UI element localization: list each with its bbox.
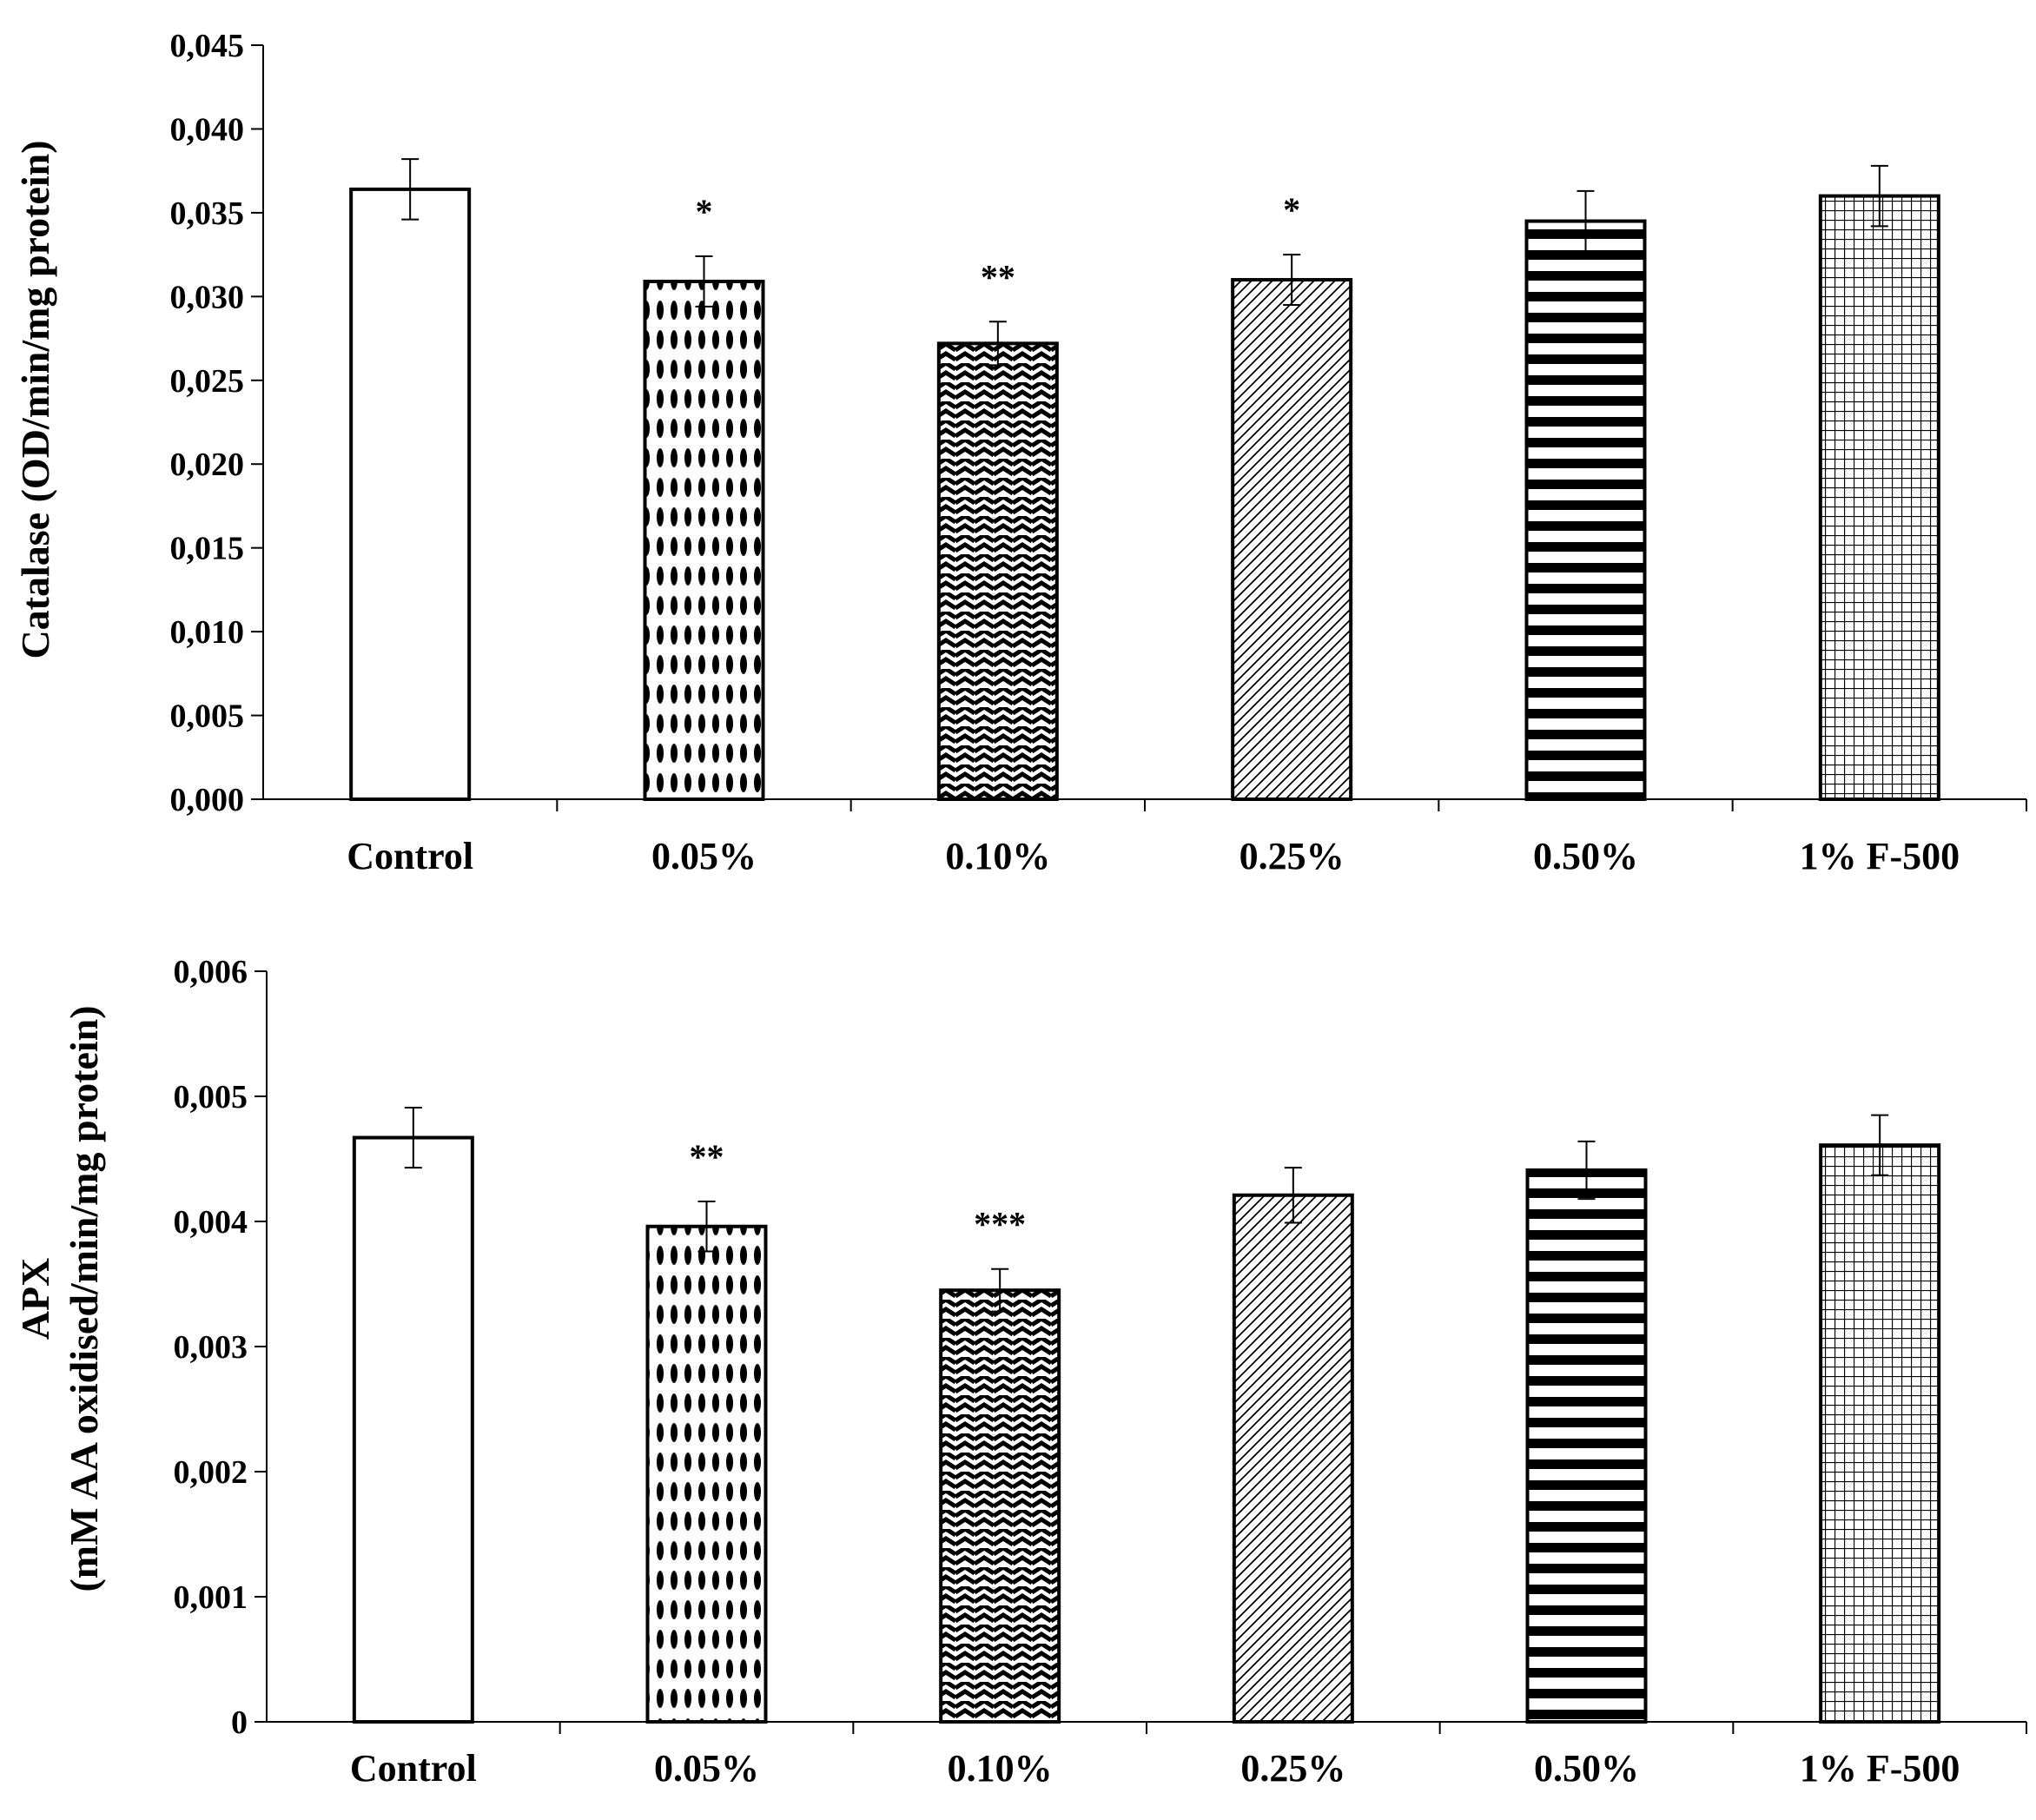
catalase-category-label: 0.10% (945, 835, 1050, 877)
catalase-y-tick-label: 0,030 (170, 279, 245, 315)
catalase-bar (1524, 219, 1647, 802)
apx-bar (645, 1224, 768, 1724)
catalase-y-axis: 0,000 0,005 0,010 0,015 0,020 0,025 0,030 0,035… (170, 28, 264, 818)
apx-y-axis-subtitle: (mM AA oxidised/min/mg protein) (62, 1005, 106, 1592)
catalase-y-tick-label: 0,040 (170, 111, 245, 148)
apx-bar (1232, 1193, 1354, 1724)
apx-category-label: 0.10% (948, 1747, 1053, 1790)
apx-y-tick-label: 0,006 (174, 954, 248, 990)
catalase-category-label: 0.25% (1239, 835, 1345, 877)
apx-bar (352, 1135, 474, 1724)
catalase-y-tick-label: 0,005 (170, 698, 245, 735)
catalase-bar (936, 341, 1059, 801)
catalase-bar (349, 187, 472, 801)
catalase-significance-mark: ** (981, 257, 1015, 296)
apx-significance-mark: ** (690, 1137, 724, 1176)
apx-y-tick-label: 0,002 (174, 1454, 248, 1491)
apx-y-axis-title: APX (13, 1258, 57, 1340)
apx-bars (352, 1135, 1941, 1724)
catalase-x-axis: Control 0.05% 0.10% 0.25% 0.50% 1% F-500 (263, 798, 2027, 877)
catalase-y-tick-label: 0,015 (170, 531, 245, 567)
catalase-bar (1818, 194, 1940, 802)
apx-y-axis: 0 0,001 0,002 0,003 0,004 0,005 0,006 (174, 954, 268, 1741)
catalase-y-axis-title: Catalase (OD/min/mg protein) (13, 140, 57, 659)
catalase-y-tick-label: 0,025 (170, 363, 245, 400)
catalase-y-tick-label: 0,020 (170, 447, 245, 483)
apx-significance-mark: *** (974, 1205, 1026, 1244)
apx-bar (939, 1288, 1061, 1724)
apx-category-label: 0.50% (1534, 1747, 1639, 1790)
catalase-bar (1231, 278, 1353, 801)
catalase-category-label: 0.50% (1533, 835, 1638, 877)
catalase-y-tick-label: 0,000 (170, 782, 245, 818)
catalase-bars (349, 187, 1940, 802)
apx-significance-marks: ***** (690, 1137, 1027, 1244)
apx-bar (1819, 1143, 1941, 1724)
apx-bar (1525, 1168, 1648, 1724)
apx-error-bars (404, 1106, 1889, 1313)
apx-y-tick-label: 0,005 (174, 1079, 248, 1115)
apx-y-tick-label: 0,003 (174, 1329, 248, 1366)
catalase-bar (643, 279, 765, 801)
catalase-category-label: 1% F-500 (1800, 835, 1960, 877)
apx-y-tick-label: 0 (231, 1704, 248, 1741)
catalase-significance-mark: * (1283, 190, 1300, 229)
apx-x-axis: Control 0.05% 0.10% 0.25% 0.50% 1% F-500 (267, 1721, 2027, 1790)
apx-y-tick-label: 0,001 (174, 1579, 248, 1616)
catalase-error-bars (401, 158, 1888, 367)
catalase-significance-mark: * (696, 192, 713, 231)
apx-category-label: Control (350, 1747, 477, 1790)
catalase-y-tick-label: 0,035 (170, 195, 245, 232)
apx-category-label: 0.05% (654, 1747, 759, 1790)
catalase-y-tick-label: 0,045 (170, 28, 245, 64)
apx-y-tick-label: 0,004 (174, 1204, 248, 1241)
catalase-category-label: Control (347, 835, 473, 877)
apx-panel: APX (mM AA oxidised/min/mg protein) 0 0,0… (13, 954, 2027, 1790)
catalase-category-label: 0.05% (651, 835, 757, 877)
apx-category-label: 0.25% (1240, 1747, 1345, 1790)
catalase-significance-marks: **** (696, 190, 1301, 296)
catalase-y-tick-label: 0,010 (170, 614, 245, 651)
catalase-panel: Catalase (OD/min/mg protein) 0,0000,0050… (13, 28, 2027, 877)
apx-category-label: 1% F-500 (1800, 1747, 1960, 1790)
